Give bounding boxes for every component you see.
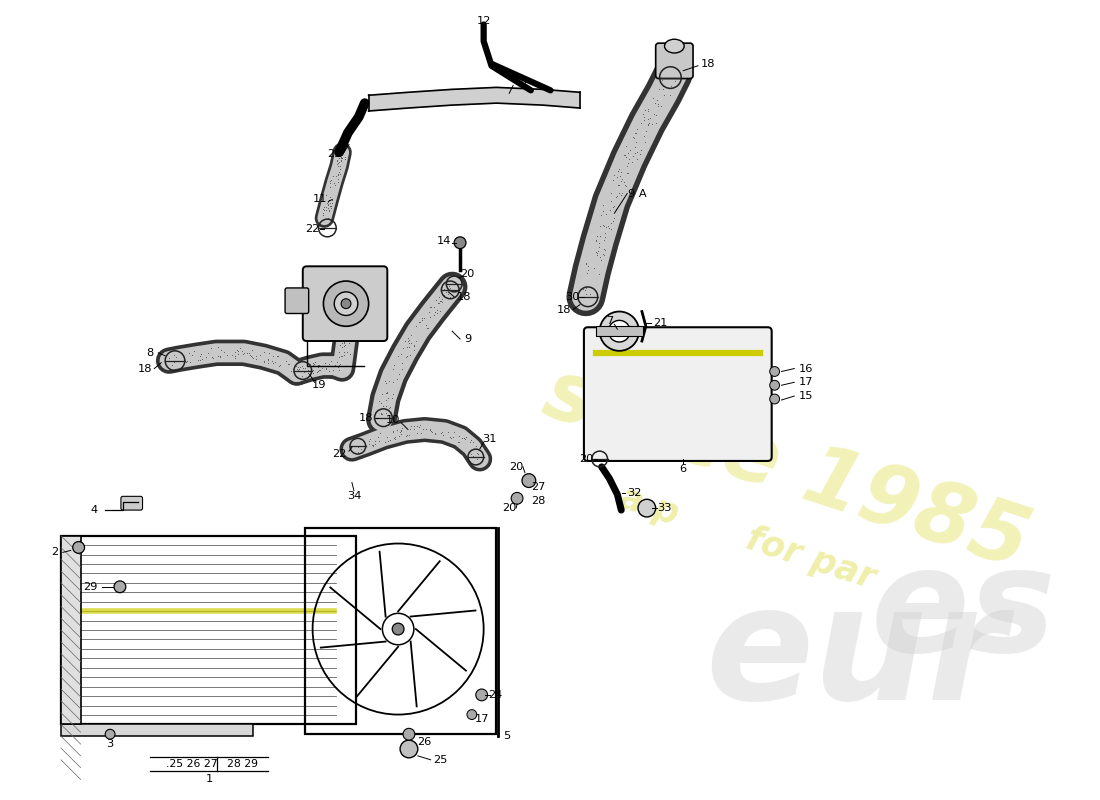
Circle shape <box>106 730 116 739</box>
Text: 14: 14 <box>437 236 451 246</box>
Text: 2: 2 <box>52 547 58 558</box>
Circle shape <box>512 493 522 504</box>
Text: 12: 12 <box>476 15 491 26</box>
Polygon shape <box>408 90 452 108</box>
Text: 22: 22 <box>332 449 346 459</box>
Text: 31: 31 <box>482 434 497 444</box>
Circle shape <box>114 581 125 593</box>
Circle shape <box>770 380 780 390</box>
Text: 1: 1 <box>206 774 213 785</box>
Text: 22: 22 <box>306 224 320 234</box>
Circle shape <box>334 292 358 315</box>
Circle shape <box>403 728 415 740</box>
Text: 18: 18 <box>359 413 373 422</box>
Circle shape <box>466 710 476 719</box>
Text: 25: 25 <box>433 754 448 765</box>
Polygon shape <box>542 90 580 108</box>
Text: 20: 20 <box>509 462 524 472</box>
Text: 19: 19 <box>312 380 327 390</box>
Text: 27: 27 <box>531 482 546 491</box>
Text: 15: 15 <box>799 391 813 401</box>
Circle shape <box>400 740 418 758</box>
FancyBboxPatch shape <box>584 327 772 461</box>
Text: eur: eur <box>705 578 1005 733</box>
Text: 7: 7 <box>606 316 613 326</box>
Circle shape <box>383 614 414 645</box>
Circle shape <box>454 237 466 249</box>
Text: 18: 18 <box>557 305 572 314</box>
Text: 18: 18 <box>456 292 471 302</box>
Bar <box>60 536 80 724</box>
Circle shape <box>341 298 351 309</box>
Text: es: es <box>870 541 1056 682</box>
Text: 32: 32 <box>627 488 641 498</box>
Text: 26: 26 <box>418 737 432 747</box>
Text: 6: 6 <box>680 464 686 474</box>
Text: a p      for par: a p for par <box>615 480 879 595</box>
Polygon shape <box>496 87 542 105</box>
Text: 24: 24 <box>488 690 503 700</box>
Text: since 1985: since 1985 <box>534 352 1038 586</box>
Circle shape <box>73 542 85 554</box>
Text: 21: 21 <box>653 318 668 328</box>
Text: 28: 28 <box>531 496 546 506</box>
Polygon shape <box>452 87 496 105</box>
Text: 10: 10 <box>386 414 400 425</box>
Bar <box>596 326 642 336</box>
Text: 20: 20 <box>579 454 593 464</box>
Text: 9: 9 <box>464 334 472 344</box>
Text: 33: 33 <box>658 503 672 513</box>
Text: 20: 20 <box>460 269 474 279</box>
Circle shape <box>476 689 487 701</box>
Text: 18: 18 <box>139 363 153 374</box>
Circle shape <box>393 623 404 635</box>
Text: 30: 30 <box>565 292 580 302</box>
Text: 34: 34 <box>346 491 361 502</box>
Text: 5: 5 <box>503 731 510 741</box>
Text: 11: 11 <box>314 194 328 205</box>
Text: 17: 17 <box>474 714 488 723</box>
Polygon shape <box>368 92 408 111</box>
Text: 17: 17 <box>799 378 813 387</box>
Text: .25 26 27: .25 26 27 <box>166 758 218 769</box>
Text: 13: 13 <box>514 77 528 86</box>
Circle shape <box>638 499 656 517</box>
Text: 23: 23 <box>327 150 341 159</box>
Text: 18: 18 <box>701 59 715 69</box>
Text: 20: 20 <box>502 503 516 513</box>
Circle shape <box>323 281 368 326</box>
Text: 29: 29 <box>84 582 98 592</box>
Circle shape <box>600 311 639 351</box>
Circle shape <box>608 320 630 342</box>
Bar <box>60 724 253 736</box>
Circle shape <box>770 394 780 404</box>
Text: 9 A: 9 A <box>628 189 647 198</box>
FancyBboxPatch shape <box>285 288 309 314</box>
Ellipse shape <box>664 39 684 53</box>
Bar <box>305 528 496 734</box>
FancyBboxPatch shape <box>656 43 693 78</box>
Text: 8: 8 <box>146 348 153 358</box>
Circle shape <box>522 474 536 487</box>
Text: 4: 4 <box>91 505 98 515</box>
FancyBboxPatch shape <box>302 266 387 341</box>
Bar <box>60 536 356 724</box>
Circle shape <box>770 366 780 377</box>
Text: 3: 3 <box>107 739 113 749</box>
FancyBboxPatch shape <box>121 496 143 510</box>
Text: 28 29: 28 29 <box>228 758 258 769</box>
Text: 16: 16 <box>799 363 813 374</box>
